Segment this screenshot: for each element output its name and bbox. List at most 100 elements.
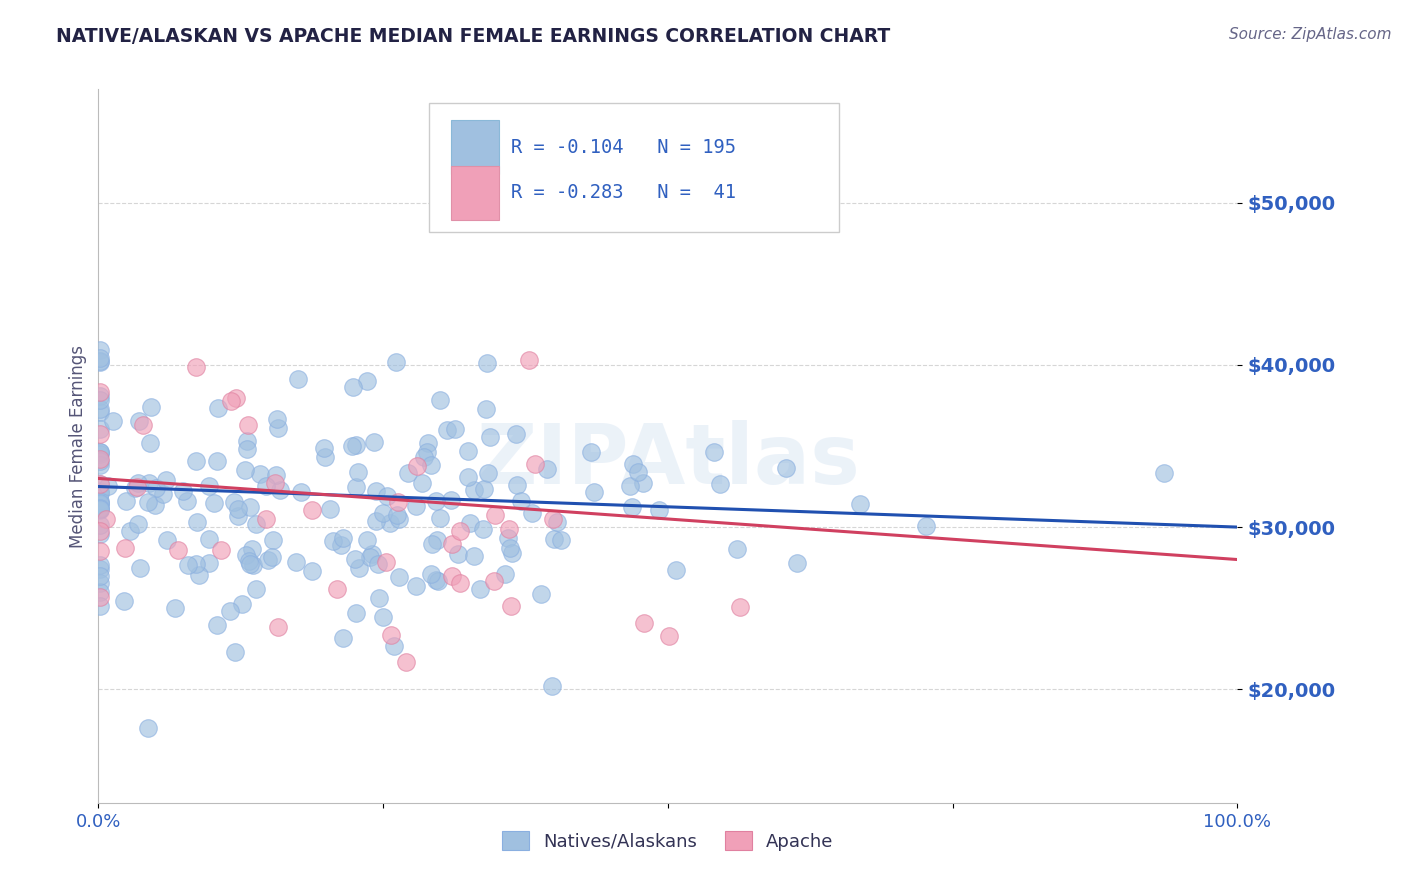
Point	[344, 607, 367, 621]
Point	[89, 562, 111, 576]
Point	[236, 434, 259, 449]
Point	[425, 494, 447, 508]
Point	[425, 573, 447, 587]
Point	[387, 495, 409, 509]
Point	[444, 422, 467, 436]
Point	[89, 477, 111, 491]
Text: R = -0.104   N = 195: R = -0.104 N = 195	[510, 137, 735, 157]
Point	[322, 533, 344, 548]
Point	[222, 494, 245, 508]
Point	[257, 553, 280, 567]
Point	[128, 414, 150, 428]
Point	[330, 538, 353, 552]
Point	[238, 417, 260, 432]
Point	[385, 354, 408, 368]
Point	[378, 516, 401, 530]
Point	[89, 585, 111, 599]
Point	[89, 477, 111, 491]
Point	[186, 453, 208, 467]
FancyBboxPatch shape	[451, 166, 499, 219]
Point	[496, 531, 519, 545]
Point	[849, 496, 872, 510]
Point	[505, 426, 527, 441]
Point	[427, 574, 450, 588]
Point	[242, 558, 264, 572]
Point	[205, 454, 228, 468]
Point	[89, 447, 111, 461]
Point	[262, 549, 284, 564]
Point	[332, 632, 354, 646]
Point	[269, 483, 291, 497]
Point	[484, 508, 506, 523]
Point	[226, 508, 249, 523]
Point	[198, 556, 221, 570]
Point	[413, 450, 436, 464]
Point	[263, 475, 285, 490]
Point	[361, 547, 384, 561]
Point	[441, 569, 464, 583]
Point	[340, 439, 363, 453]
Point	[228, 502, 250, 516]
Text: NATIVE/ALASKAN VS APACHE MEDIAN FEMALE EARNINGS CORRELATION CHART: NATIVE/ALASKAN VS APACHE MEDIAN FEMALE E…	[56, 27, 890, 45]
Point	[89, 497, 111, 511]
Point	[290, 485, 312, 500]
Point	[463, 483, 485, 497]
Legend: Natives/Alaskans, Apache: Natives/Alaskans, Apache	[495, 824, 841, 858]
Text: ZIPAtlas: ZIPAtlas	[475, 420, 860, 500]
Point	[89, 343, 111, 357]
Point	[89, 389, 111, 403]
Point	[167, 542, 190, 557]
Point	[356, 533, 378, 547]
Point	[89, 569, 111, 583]
Point	[371, 506, 394, 520]
Point	[440, 537, 463, 551]
Point	[224, 645, 246, 659]
Point	[457, 444, 479, 458]
Point	[155, 473, 177, 487]
Point	[89, 452, 111, 467]
Point	[89, 524, 111, 538]
Point	[204, 496, 226, 510]
Point	[197, 478, 219, 492]
Point	[219, 394, 242, 409]
Point	[418, 435, 440, 450]
Point	[205, 618, 228, 632]
Point	[165, 601, 187, 615]
Point	[262, 533, 284, 548]
Point	[139, 436, 162, 450]
Point	[1153, 466, 1175, 480]
Point	[89, 502, 111, 516]
Point	[359, 550, 381, 565]
Point	[145, 482, 167, 496]
Point	[505, 478, 527, 492]
Point	[314, 441, 336, 455]
Point	[429, 511, 451, 525]
Point	[249, 467, 271, 481]
Point	[344, 480, 367, 494]
Point	[89, 444, 111, 458]
Point	[89, 351, 111, 366]
Point	[405, 458, 427, 473]
Text: Source: ZipAtlas.com: Source: ZipAtlas.com	[1229, 27, 1392, 42]
Point	[89, 458, 111, 472]
Point	[332, 531, 354, 545]
Point	[463, 549, 485, 564]
Y-axis label: Median Female Earnings: Median Female Earnings	[69, 344, 87, 548]
Point	[703, 444, 725, 458]
Text: R = -0.283   N =  41: R = -0.283 N = 41	[510, 184, 735, 202]
Point	[128, 561, 150, 575]
Point	[287, 372, 309, 386]
Point	[405, 499, 427, 513]
Point	[449, 524, 471, 538]
Point	[728, 600, 751, 615]
Point	[420, 537, 443, 551]
Point	[89, 422, 111, 436]
Point	[375, 489, 398, 503]
Point	[89, 426, 111, 441]
Point	[499, 541, 522, 555]
Point	[225, 391, 247, 405]
Point	[366, 514, 388, 528]
Point	[367, 557, 389, 571]
Point	[344, 552, 367, 566]
Point	[115, 494, 138, 508]
